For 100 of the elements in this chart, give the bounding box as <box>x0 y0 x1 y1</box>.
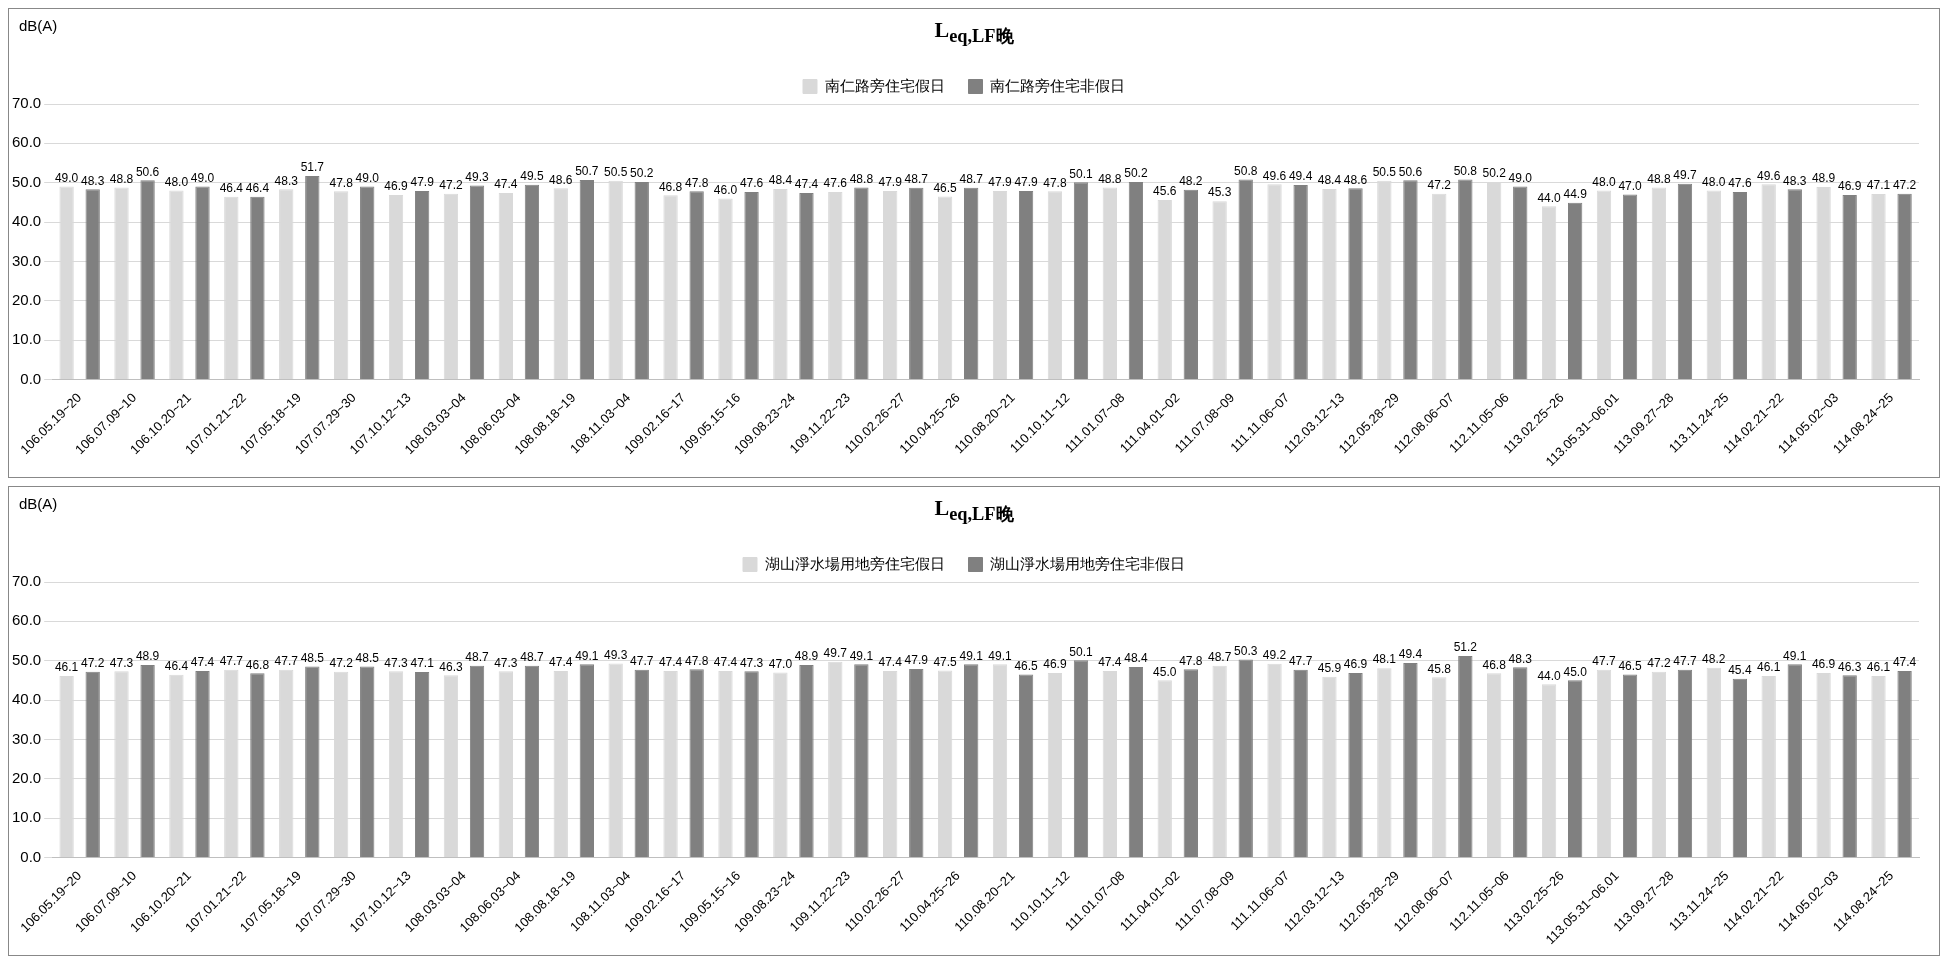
data-label: 47.8 <box>684 175 709 190</box>
data-label: 48.7 <box>1207 650 1232 665</box>
data-label: 47.2 <box>1892 178 1917 193</box>
bar <box>1458 655 1473 857</box>
y-tick-label: 10.0 <box>11 330 42 348</box>
bar <box>1183 189 1198 379</box>
data-label: 50.2 <box>1482 166 1507 181</box>
bar <box>360 186 375 379</box>
y-tick-label: 40.0 <box>11 690 42 708</box>
bar <box>1128 666 1144 857</box>
bar <box>744 671 759 857</box>
bar <box>689 191 704 379</box>
y-tick-label: 50.0 <box>11 172 42 190</box>
bar <box>1238 659 1253 857</box>
bar <box>1293 185 1308 379</box>
data-label: 48.4 <box>1124 651 1148 666</box>
data-label: 48.9 <box>135 649 160 664</box>
y-tick-label: 40.0 <box>11 212 42 230</box>
data-label: 47.0 <box>1618 178 1643 193</box>
legend-label: 湖山淨水場用地旁住宅假日 <box>764 554 945 572</box>
bar <box>1403 180 1418 379</box>
data-label: 50.6 <box>135 164 160 179</box>
y-tick-label: 50.0 <box>11 650 42 668</box>
data-label: 49.1 <box>849 648 874 663</box>
bar <box>1622 674 1638 857</box>
bar <box>634 669 649 857</box>
y-tick-label: 10.0 <box>11 808 42 826</box>
data-label: 48.1 <box>1372 652 1397 667</box>
data-label: 45.0 <box>1563 664 1588 679</box>
data-label: 47.2 <box>81 656 105 671</box>
data-label: 47.6 <box>1728 176 1752 191</box>
data-label: 45.6 <box>1153 184 1177 199</box>
bar <box>195 670 210 857</box>
data-label: 47.9 <box>904 653 929 668</box>
bar <box>250 196 265 379</box>
data-label: 45.8 <box>1427 661 1452 676</box>
data-label: 47.2 <box>329 656 354 671</box>
data-label: 46.9 <box>1343 657 1368 672</box>
bar <box>799 665 814 857</box>
bar <box>1842 194 1857 379</box>
data-label: 48.8 <box>1098 171 1122 186</box>
y-tick-label: 30.0 <box>11 251 42 269</box>
data-label: 47.4 <box>549 655 573 670</box>
data-label: 45.4 <box>1728 663 1752 678</box>
bar <box>579 664 595 857</box>
bar <box>854 664 869 857</box>
data-label: 46.3 <box>439 659 463 674</box>
data-label: 49.0 <box>1508 170 1533 185</box>
data-label: 46.4 <box>164 659 189 674</box>
legend-label: 南仁路旁住宅假日 <box>824 76 945 94</box>
legend-label: 南仁路旁住宅非假日 <box>990 76 1125 94</box>
data-label: 49.2 <box>1262 648 1287 663</box>
bar <box>305 175 320 379</box>
bar <box>964 187 979 379</box>
bar <box>1403 663 1418 857</box>
data-label: 47.7 <box>274 654 299 669</box>
bar <box>1567 680 1583 857</box>
bar <box>1348 188 1363 379</box>
bar <box>1787 189 1802 379</box>
bar <box>854 187 869 379</box>
data-label: 50.2 <box>630 166 654 181</box>
y-tick-label: 0.0 <box>20 369 42 387</box>
bar <box>414 672 430 857</box>
data-label: 47.6 <box>823 176 848 191</box>
bar <box>305 666 320 857</box>
data-label: 48.7 <box>520 650 544 665</box>
data-label: 44.0 <box>1537 190 1562 205</box>
bar <box>799 192 814 379</box>
bar <box>524 184 540 379</box>
data-label: 48.3 <box>81 173 105 188</box>
bar <box>634 181 649 379</box>
data-label: 47.9 <box>410 175 435 190</box>
data-label: 47.8 <box>1179 653 1203 668</box>
data-label: 48.5 <box>300 650 325 665</box>
data-label: 47.3 <box>739 655 764 670</box>
data-label: 48.4 <box>768 173 793 188</box>
data-label: 47.7 <box>1288 654 1313 669</box>
bar <box>1732 678 1748 857</box>
data-label: 46.3 <box>1838 659 1862 674</box>
bar <box>744 192 759 379</box>
data-label: 46.8 <box>658 179 683 194</box>
y-tick-label: 20.0 <box>11 768 42 786</box>
data-label: 47.5 <box>933 654 958 669</box>
data-label: 45.3 <box>1207 185 1232 200</box>
bar <box>195 186 210 379</box>
bar <box>1293 669 1308 857</box>
bar <box>1073 660 1089 857</box>
data-label: 47.0 <box>768 656 793 671</box>
y-tick-label: 60.0 <box>11 133 42 151</box>
bar <box>1073 182 1089 379</box>
data-label: 48.0 <box>1592 174 1616 189</box>
data-label: 47.2 <box>439 178 463 193</box>
data-label: 46.9 <box>1043 657 1067 672</box>
data-label: 49.4 <box>1398 647 1423 662</box>
bar <box>1897 193 1912 379</box>
data-label: 46.5 <box>1014 658 1039 673</box>
data-label: 48.0 <box>164 174 189 189</box>
data-label: 47.4 <box>794 177 819 192</box>
data-label: 47.1 <box>1866 178 1891 193</box>
bar <box>469 665 485 857</box>
